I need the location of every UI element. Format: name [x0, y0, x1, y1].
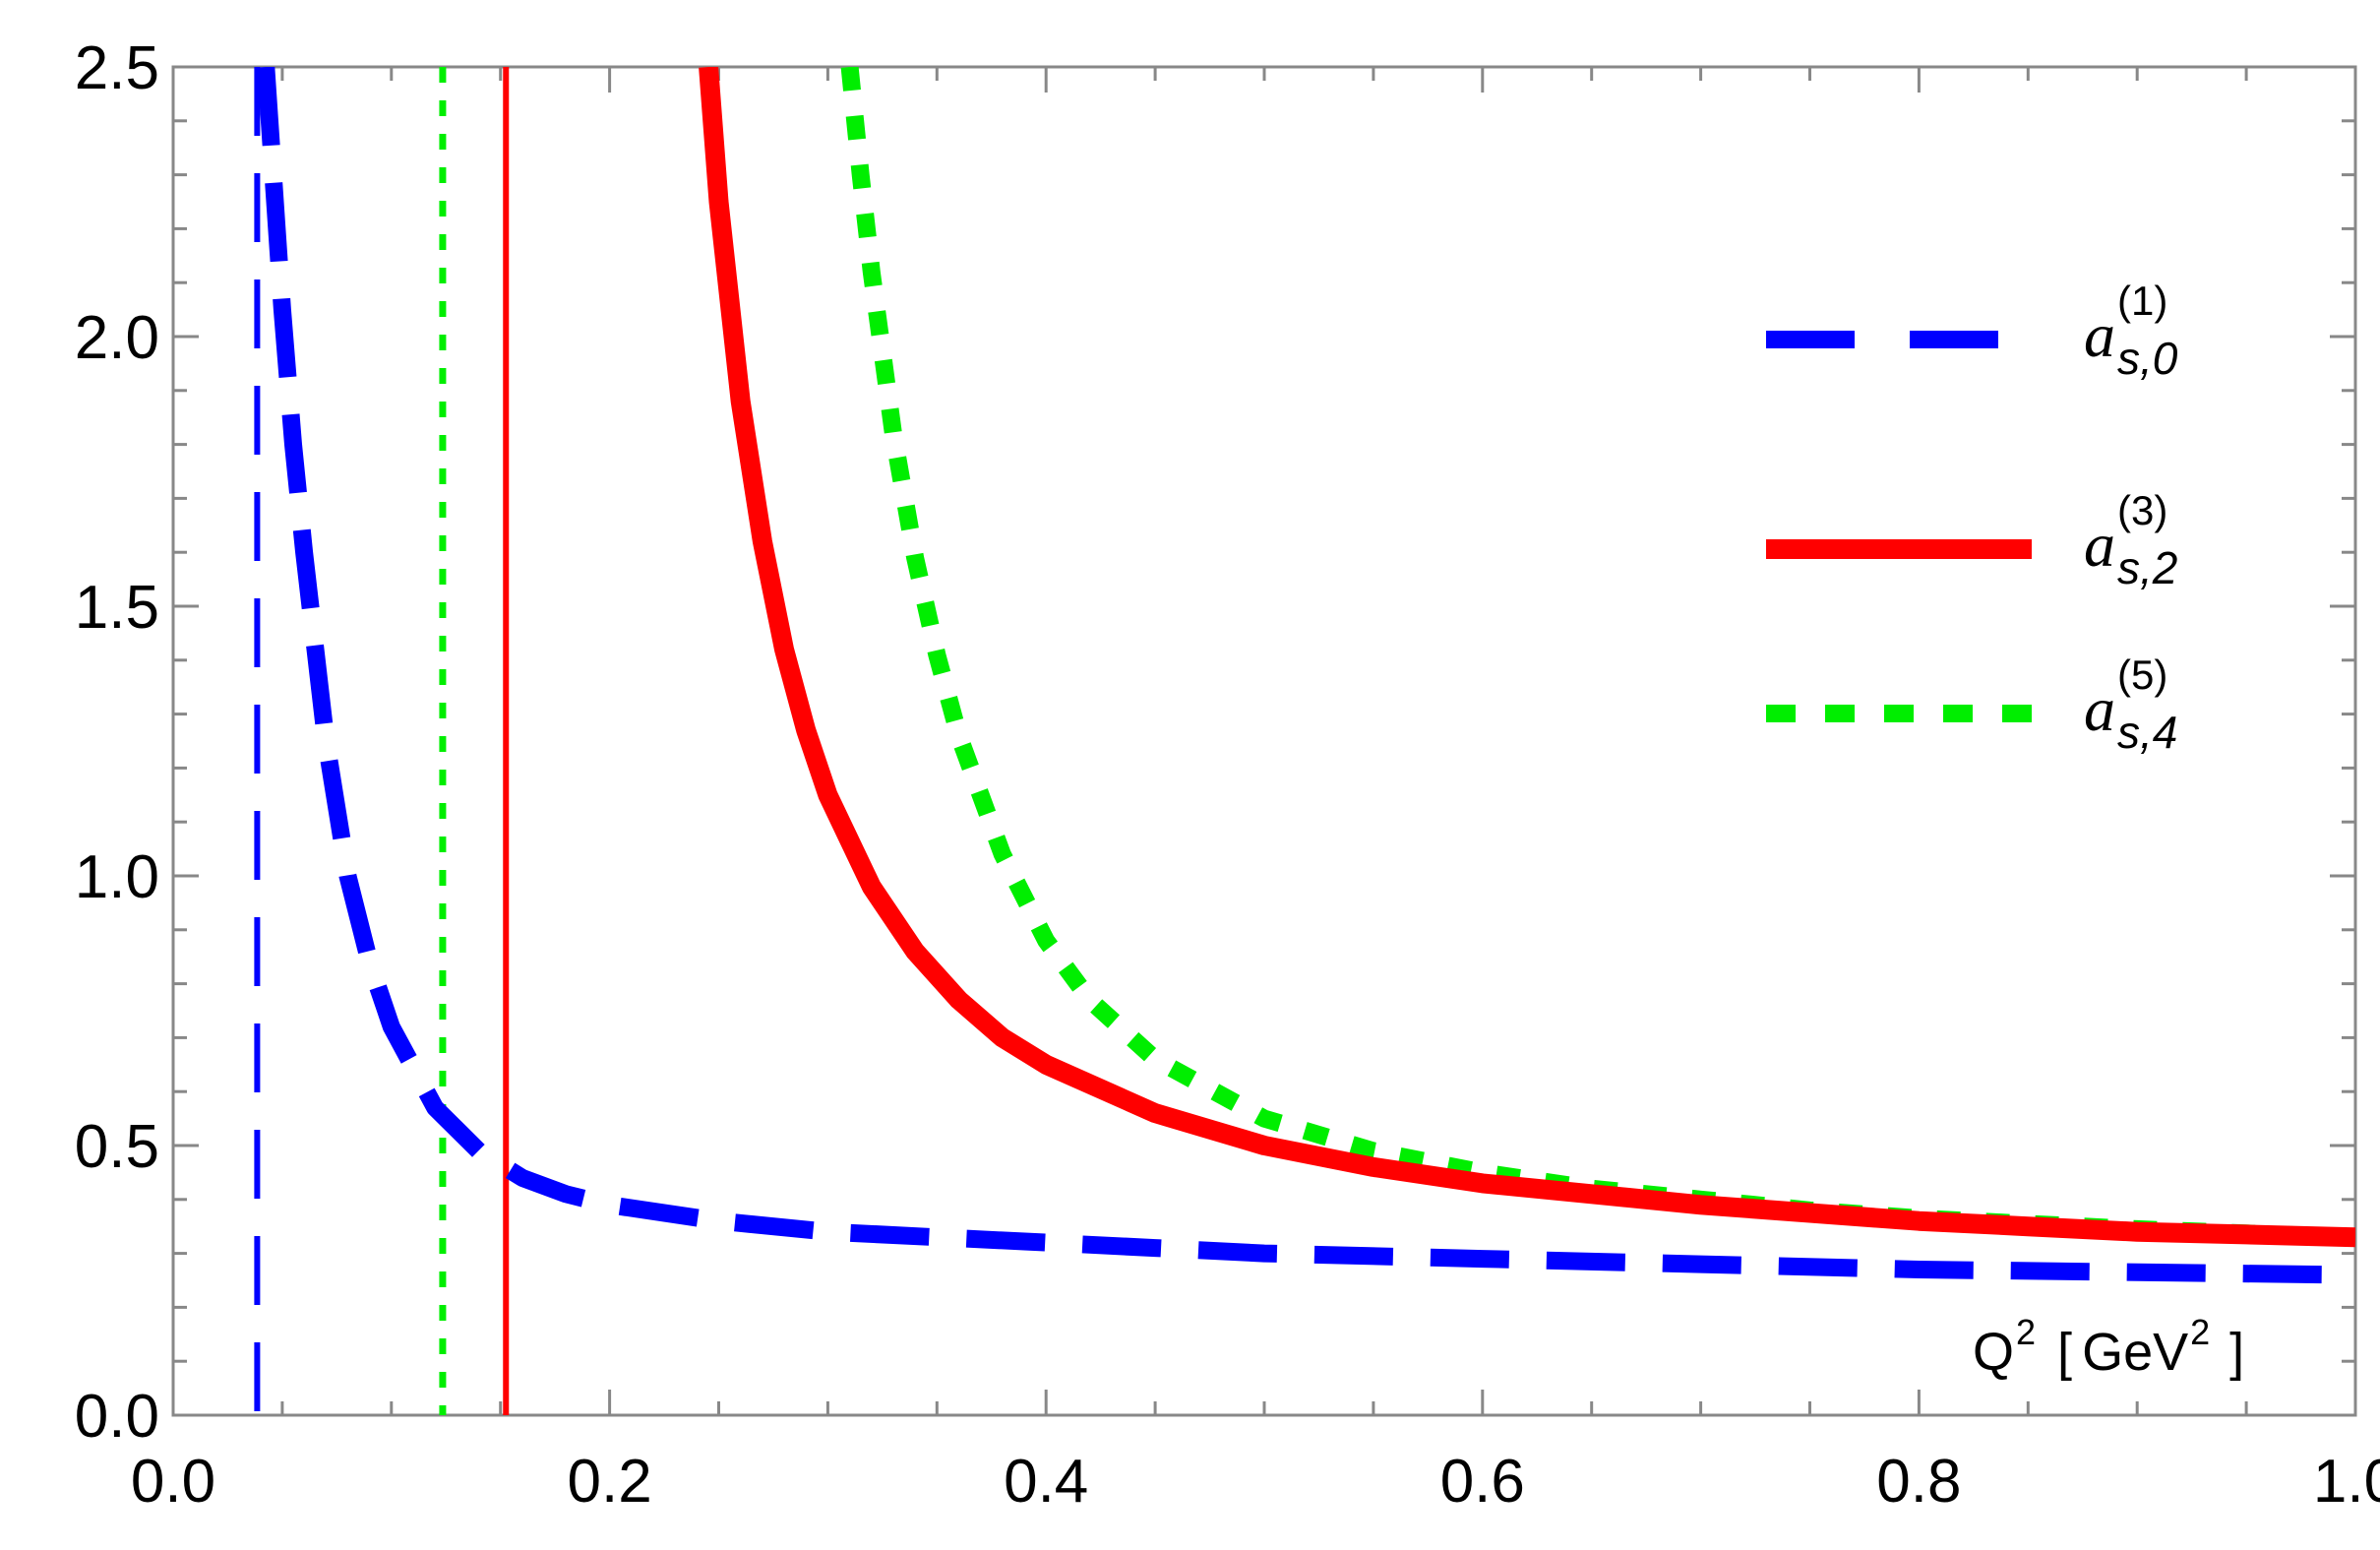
x-tick-label: 0.8 — [1876, 1448, 1961, 1516]
series-line-2 — [699, 67, 2355, 1248]
y-tick-label: 1.5 — [75, 574, 159, 642]
tick-marks — [171, 65, 2357, 1417]
x-tick-label: 1.0 — [2313, 1448, 2380, 1516]
x-tick-label: 0.6 — [1440, 1448, 1525, 1516]
x-tick-label: 0.4 — [1004, 1448, 1088, 1516]
y-tick-label: 1.0 — [75, 843, 159, 911]
x-tick-label: 0.0 — [131, 1448, 215, 1516]
legend: as,0 (1) as,2 (3) as,4 (5) — [1766, 278, 2178, 758]
y-tick-label: 0.5 — [75, 1113, 159, 1181]
y-tick-label: 2.5 — [75, 34, 159, 102]
legend-label-series-3: as,4 — [2084, 674, 2177, 758]
legend-label-series-2: as,2 — [2084, 510, 2177, 593]
tick-labels: 0.0 0.2 0.4 0.6 0.8 1.0 0.0 0.5 1.0 1.5 2.0 2.5 — [75, 34, 2380, 1516]
svg-text:Q2[GeV2]: Q2[GeV2] — [1973, 1312, 2244, 1382]
x-axis-label: Q2[GeV2] — [1973, 1312, 2244, 1382]
legend-sup-series-2: (3) — [2117, 487, 2167, 533]
y-tick-label: 0.0 — [75, 1383, 159, 1451]
legend-sup-series-1: (1) — [2117, 278, 2167, 324]
plot-frame — [171, 65, 2357, 1417]
series-line-1 — [257, 67, 2355, 1284]
series-layer — [254, 67, 2355, 1415]
legend-label-series-1: as,0 — [2084, 300, 2178, 384]
x-tick-label: 0.2 — [567, 1448, 651, 1516]
y-tick-label: 2.0 — [75, 304, 159, 372]
legend-sup-series-3: (5) — [2117, 651, 2167, 698]
